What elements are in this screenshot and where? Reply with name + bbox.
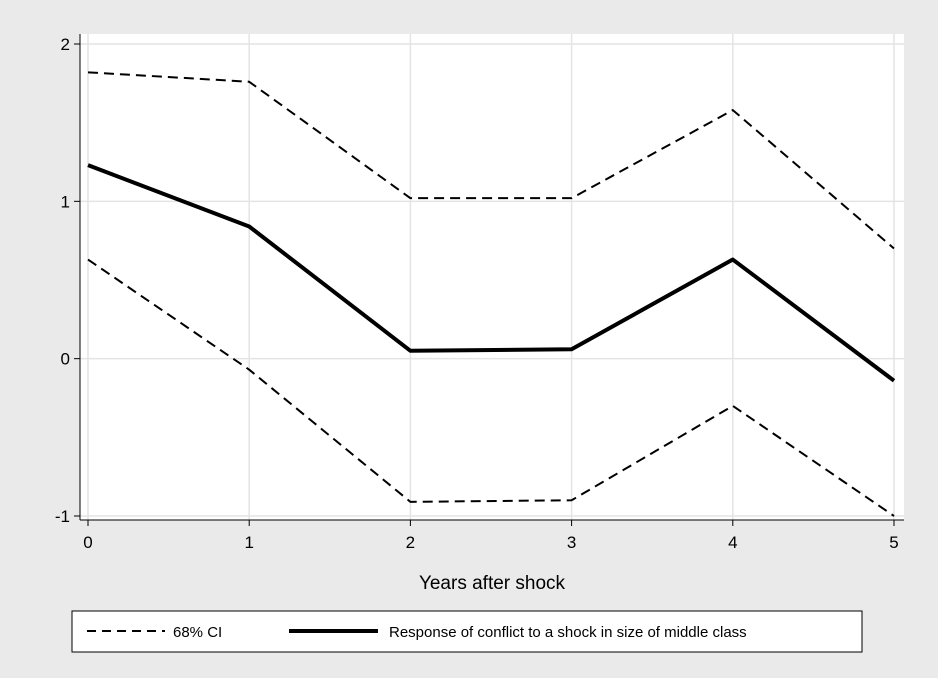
x-axis-title: Years after shock [419, 573, 566, 594]
legend: 68% CI Response of conflict to a shock i… [71, 610, 863, 653]
legend-label-ci: 68% CI [173, 624, 222, 641]
x-tick-label-0: 0 [83, 533, 92, 552]
plot-area [80, 34, 904, 520]
legend-label-response: Response of conflict to a shock in size … [389, 624, 747, 641]
upper-ci-line [87, 71, 895, 250]
data-series [87, 71, 896, 517]
x-tick-label-1: 1 [244, 533, 253, 552]
x-tick-label-5: 5 [889, 533, 898, 552]
x-tick-label-2: 2 [406, 533, 415, 552]
axes: -1 0 1 2 0 1 2 3 4 5 [55, 34, 904, 552]
response-line [87, 163, 896, 383]
grid-lines [80, 34, 904, 520]
x-tick-label-3: 3 [567, 533, 576, 552]
y-tick-label-0: -1 [55, 507, 70, 526]
y-tick-label-3: 2 [61, 35, 70, 54]
x-tick-label-4: 4 [728, 533, 737, 552]
y-tick-label-1: 0 [61, 350, 70, 369]
lower-ci-line [87, 258, 895, 517]
y-tick-label-2: 1 [61, 192, 70, 211]
legend-box [71, 610, 863, 653]
